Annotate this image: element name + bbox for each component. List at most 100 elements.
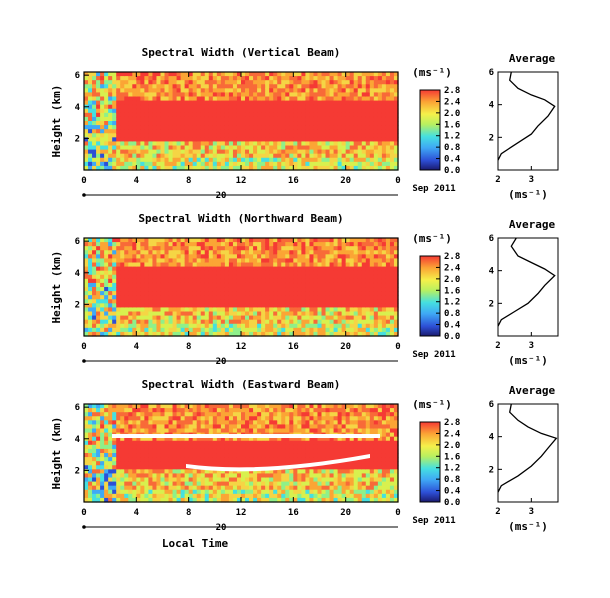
heatmap-cell: [281, 165, 286, 171]
heatmap-cell: [188, 331, 194, 337]
heatmap-cell: [228, 153, 234, 159]
heatmap-cell: [224, 133, 230, 138]
heatmap-cell: [373, 121, 379, 126]
heatmap-cell: [176, 465, 182, 470]
average-profile-line: [497, 237, 556, 327]
heatmap-cell: [208, 448, 214, 454]
heatmap-cell: [329, 323, 335, 329]
heatmap-cell: [168, 424, 174, 430]
heatmap-cell: [184, 112, 190, 118]
heatmap-cell: [172, 457, 178, 462]
heatmap-cell: [152, 408, 158, 413]
heatmap-cell: [224, 116, 230, 122]
heatmap-cell: [136, 282, 141, 288]
heatmap-cell: [100, 80, 105, 85]
heatmap-cell: [381, 246, 387, 251]
heatmap-cell: [333, 129, 339, 134]
heatmap-cell: [88, 242, 93, 247]
heatmap-cell: [333, 116, 339, 122]
heatmap-cell: [333, 153, 339, 159]
heatmap-cell: [124, 444, 129, 450]
heatmap-cell: [325, 80, 331, 85]
heatmap-cell: [180, 295, 186, 300]
heatmap-cell: [148, 428, 154, 434]
heatmap-cell: [357, 238, 363, 243]
heatmap-cell: [236, 473, 242, 479]
heatmap-cell: [309, 157, 315, 163]
heatmap-cell: [224, 331, 230, 337]
heatmap-cell: [208, 493, 214, 499]
heatmap-cell: [128, 242, 133, 247]
heatmap-cell: [269, 287, 274, 292]
heatmap-cell: [373, 299, 379, 304]
heatmap-cell: [200, 424, 206, 430]
heatmap-cell: [100, 436, 105, 442]
heatmap-cell: [301, 129, 307, 134]
heatmap-cell: [309, 282, 315, 288]
heatmap-cell: [349, 278, 355, 284]
heatmap-cell: [104, 481, 109, 487]
heatmap-cell: [381, 282, 387, 288]
heatmap-cell: [385, 295, 391, 300]
heatmap-cell: [224, 84, 230, 89]
heatmap-cell: [317, 80, 323, 85]
heatmap-cell: [128, 254, 133, 260]
heatmap-cell: [204, 116, 210, 122]
heatmap-cell: [245, 457, 250, 462]
heatmap-cell: [196, 100, 202, 106]
heatmap-cell: [140, 72, 145, 77]
heatmap-cell: [196, 457, 202, 462]
heatmap-cell: [144, 497, 150, 503]
heatmap-cell: [261, 137, 266, 143]
heatmap-cell: [273, 282, 278, 288]
heatmap-cell: [124, 278, 129, 284]
heatmap-cell: [220, 96, 226, 102]
heatmap-cell: [148, 440, 154, 446]
heatmap-cell: [232, 327, 238, 333]
heatmap-cell: [100, 96, 105, 102]
heatmap-cell: [120, 108, 125, 114]
heatmap-cell: [277, 287, 282, 292]
heatmap-cell: [301, 258, 307, 264]
heatmap-cell: [345, 112, 351, 118]
heatmap-cell: [164, 100, 170, 106]
heatmap-cell: [245, 258, 250, 264]
heatmap-cell: [232, 457, 238, 462]
heatmap-cell: [281, 282, 286, 288]
heatmap-cell: [245, 461, 250, 466]
heatmap-cell: [84, 477, 89, 483]
heatmap-cell: [92, 428, 97, 434]
heatmap-cell: [212, 444, 218, 450]
heatmap-cell: [108, 80, 113, 85]
heatmap-cell: [389, 266, 395, 272]
heatmap-cell: [160, 165, 166, 171]
heatmap-cell: [305, 250, 311, 255]
heatmap-cell: [224, 149, 230, 155]
heatmap-cell: [232, 96, 238, 102]
heatmap-cell: [132, 153, 137, 159]
heatmap-cell: [136, 129, 141, 134]
heatmap-cell: [196, 254, 202, 260]
heatmap-cell: [128, 477, 133, 483]
heatmap-cell: [100, 303, 105, 309]
heatmap-cell: [357, 80, 363, 85]
heatmap-cell: [249, 278, 254, 284]
heatmap-cell: [389, 72, 395, 77]
heatmap-cell: [196, 92, 202, 98]
heatmap-cell: [184, 436, 190, 442]
heatmap-cell: [349, 307, 355, 313]
heatmap-cell: [265, 331, 270, 337]
heatmap-cell: [132, 282, 137, 288]
heatmap-cell: [140, 485, 145, 491]
y-tick-label: 4: [75, 103, 81, 113]
heatmap-cell: [112, 133, 117, 138]
heatmap-cell: [253, 266, 258, 272]
heatmap-cell: [245, 485, 250, 491]
heatmap-cell: [112, 331, 117, 337]
heatmap-cell: [377, 121, 383, 126]
heatmap-cell: [329, 242, 335, 247]
x-tick-label: 20: [340, 176, 351, 186]
heatmap-cell: [92, 295, 97, 300]
heatmap-cell: [257, 327, 262, 333]
heatmap-cell: [108, 489, 113, 495]
